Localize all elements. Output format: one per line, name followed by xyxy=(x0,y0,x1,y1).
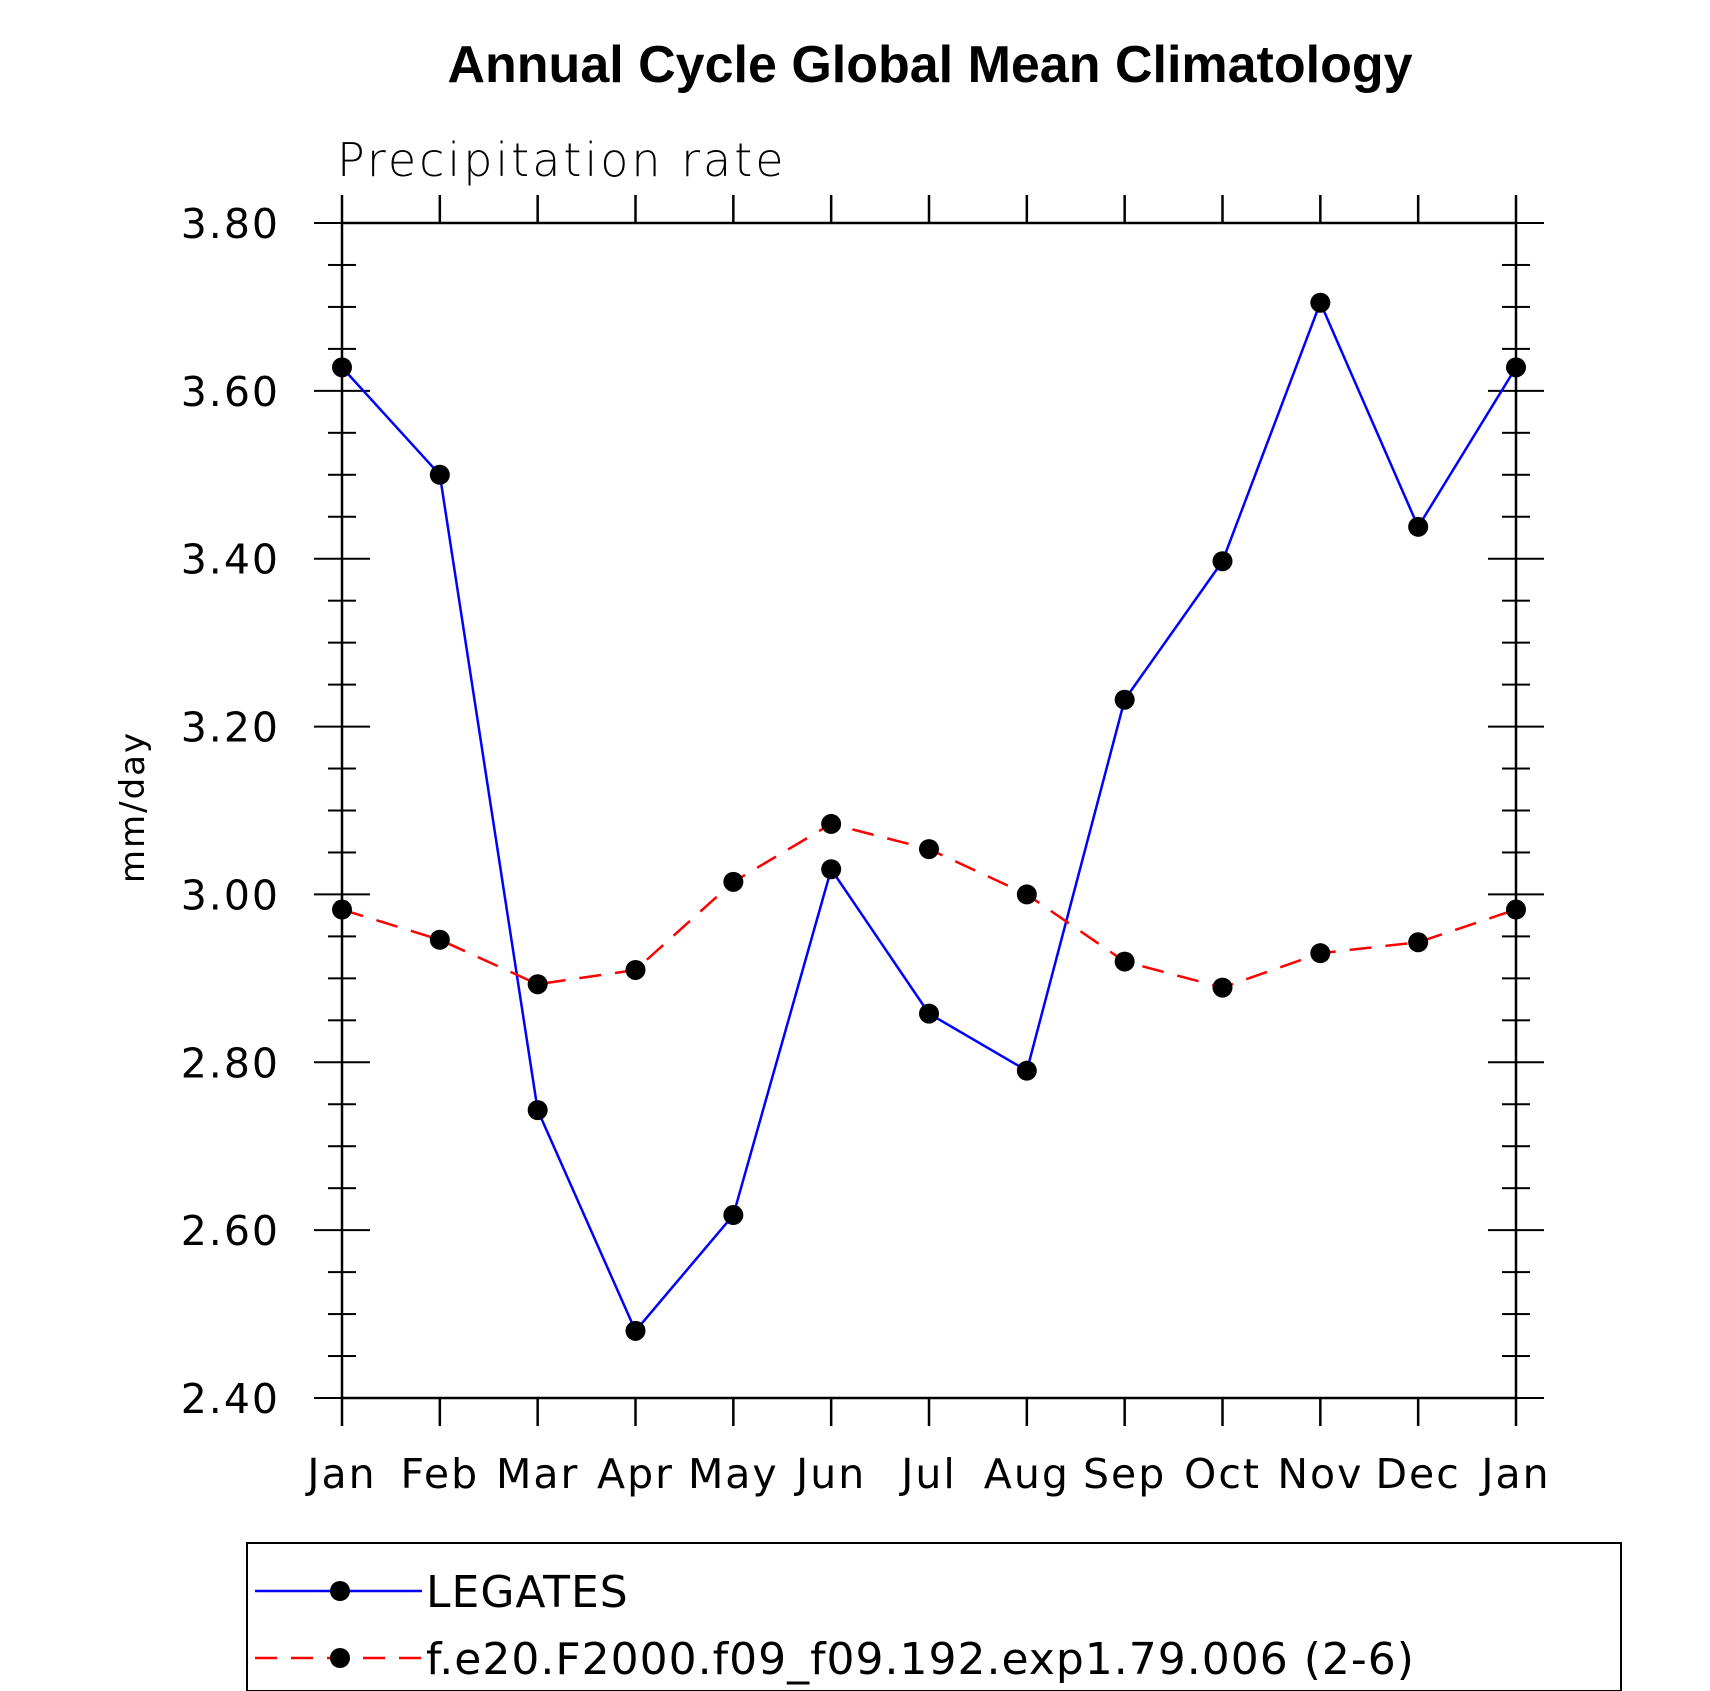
series-1-point xyxy=(1016,1060,1037,1081)
x-tick-label: May xyxy=(688,1450,779,1498)
series-2-point xyxy=(1114,951,1135,972)
x-tick-label: Mar xyxy=(496,1450,579,1498)
y-tick-label: 3.00 xyxy=(181,871,280,919)
y-tick-label: 3.20 xyxy=(181,704,280,752)
axis-ticks: Jan Feb Mar Apr May Jun Jul Aug Sep Oct Nov Dec Jan 2… xyxy=(181,195,1550,1498)
series-1-point xyxy=(1310,292,1331,313)
x-tick-label: Aug xyxy=(984,1450,1070,1498)
series-2-point xyxy=(332,899,352,920)
x-tick-label: Apr xyxy=(597,1450,674,1498)
series-1-point xyxy=(821,859,842,880)
series-1-point xyxy=(1212,551,1233,572)
series-1-point xyxy=(723,1205,744,1226)
series-1-point xyxy=(527,1100,548,1121)
y-tick-label: 2.80 xyxy=(181,1039,280,1087)
series-2-point xyxy=(1408,932,1429,953)
series-2-point xyxy=(723,871,744,892)
legend-box xyxy=(246,1542,1622,1691)
series-1-point xyxy=(919,1003,939,1024)
x-tick-label: Nov xyxy=(1277,1450,1363,1498)
x-tick-label: Oct xyxy=(1184,1450,1261,1498)
series-2-point xyxy=(625,959,646,980)
legend-marker-1 xyxy=(330,1581,350,1601)
series-1-point xyxy=(1114,689,1135,710)
series-2-point xyxy=(429,929,450,950)
legend-label-2: f.e20.F2000.f09_f09.192.exp1.79.006 (2-6… xyxy=(426,1634,1415,1685)
series-1-point xyxy=(1408,516,1429,537)
plot-axes xyxy=(340,221,1518,1400)
y-tick-label: 3.80 xyxy=(181,200,280,248)
x-tick-label: Jul xyxy=(898,1450,956,1498)
series-2-point xyxy=(1506,899,1526,920)
legend-marker-2 xyxy=(330,1648,350,1668)
y-axis-label: mm/day xyxy=(113,731,153,883)
chart-subtitle: Precipitation rate xyxy=(337,133,787,187)
chart-title: Annual Cycle Global Mean Climatology xyxy=(447,36,1412,94)
series-1-point xyxy=(1506,357,1526,378)
legend: LEGATES f.e20.F2000.f09_f09.192.exp1.79.0… xyxy=(246,1542,1622,1691)
series-2-point xyxy=(527,974,548,995)
series-1-point xyxy=(429,464,450,485)
x-tick-label: Jun xyxy=(793,1450,866,1498)
x-tick-label: Jan xyxy=(1478,1450,1550,1498)
series-2-point xyxy=(1016,884,1037,905)
series-line-1 xyxy=(341,299,1518,1334)
x-tick-label: Feb xyxy=(401,1450,480,1498)
y-tick-label: 2.60 xyxy=(181,1207,280,1255)
y-tick-label: 3.60 xyxy=(181,368,280,416)
series-1-point xyxy=(332,357,352,378)
series-layer xyxy=(332,292,1526,1341)
y-tick-label: 2.40 xyxy=(181,1375,280,1423)
series-2-point xyxy=(919,839,939,860)
legend-label-1: LEGATES xyxy=(426,1567,629,1618)
x-tick-label: Sep xyxy=(1083,1450,1166,1498)
series-2-point xyxy=(821,813,842,834)
series-2-point xyxy=(1212,977,1233,998)
plot-frame xyxy=(340,221,1518,1400)
y-tick-label: 3.40 xyxy=(181,536,280,584)
series-2-point xyxy=(1310,943,1331,964)
series-1-point xyxy=(625,1320,646,1341)
x-tick-label: Jan xyxy=(304,1450,376,1498)
x-tick-label: Dec xyxy=(1375,1450,1460,1498)
